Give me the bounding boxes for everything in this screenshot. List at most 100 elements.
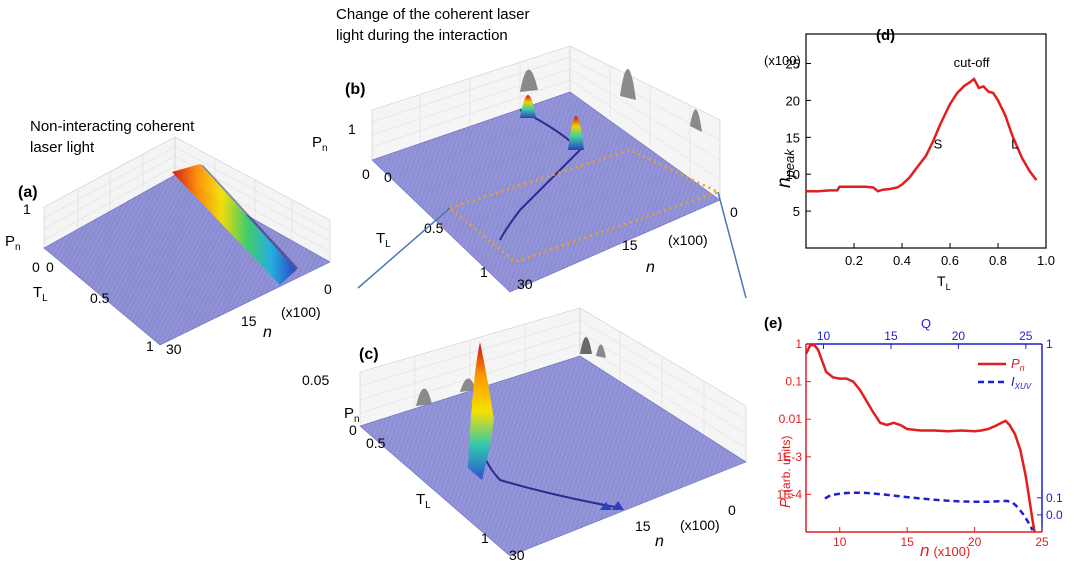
panel-a-y-label: TL [33,284,48,304]
panel-b-to-c-left [357,207,451,289]
panel-d-annotation-cutoff: cut-off [954,55,990,70]
panel-b-y-tick-05: 0.5 [424,220,444,236]
panel-d-series-line [806,77,1038,193]
panel-a-x-label: n [263,324,272,341]
panel-e-x-tick-label: 10 [833,535,847,549]
panel-e-x-label: n (x100) [920,541,970,560]
panel-b-y-tick-0: 0 [384,169,392,185]
panel-a-floor-surface [43,174,331,346]
panel-a-y-tick-1: 1 [146,338,154,354]
panel-c-z-label: Pn [344,405,360,425]
panel-d-x-tick-label: 1.0 [1037,253,1055,268]
panel-d-x-tick-label: 0.6 [941,253,959,268]
panel-d-x-label: TL [937,273,951,292]
panel-d-y-tick-label: 15 [786,130,800,145]
panel-d-y-tick-label: 5 [793,204,800,219]
panel-d-y-label: npeak [774,148,797,188]
panel-a-y-tick-05: 0.5 [90,290,110,306]
top-caption-line2: light during the interaction [336,27,508,44]
panel-c-z-tick-005: 0.05 [302,372,329,388]
panel-b-y-tick-1: 1 [480,264,488,280]
panel-a-y-tick-0: 0 [46,259,54,275]
panel-d-y-tick-label: 10 [786,167,800,182]
panel-b-z-label: Pn [312,134,328,154]
panel-e-x-tick-label: 15 [900,535,914,549]
panel-a-surface-plot: 1 0 0 0.5 1 0 15 30 (x100) n Pn TL (a) [5,136,332,357]
panel-e-series-pn [804,343,1036,533]
panel-b-x-multiplier: (x100) [668,232,708,248]
panel-e-y-tick-label: 1E-4 [777,487,803,501]
panel-c-y-tick-1: 1 [481,530,489,546]
left-caption-line2: laser light [30,139,95,156]
panel-e-legend-pn: Pn [1011,356,1025,373]
panel-a-x-tick-15: 15 [241,313,257,329]
panel-b-selection-box [447,148,722,264]
panel-a-rainbow-ridge [172,164,296,285]
panel-e-y2-tick-label: 0.1 [1046,491,1063,505]
panel-d-annotation-l: L [1011,136,1018,151]
panel-b-x-tick-15: 15 [622,237,638,253]
panel-c-x-tick-0: 0 [728,502,736,518]
panel-c-x-label: n [655,533,664,550]
panel-b-to-c-right [717,191,747,299]
panel-a-x-multiplier: (x100) [281,304,321,320]
panel-e-label: (e) [764,315,782,332]
panel-b-z-tick-0: 0 [362,166,370,182]
panel-e-y-tick-label: 1 [795,337,802,351]
panel-e-x-tick-label: 25 [1035,535,1049,549]
panel-c-peak [468,342,494,480]
panel-b-surface-plot: 1 0 0 0.5 1 0 15 30 (x100) n Pn TL (b) [312,45,747,299]
panel-e-top-tick-label: 20 [952,329,966,343]
panel-e-top-tick-label: 25 [1019,329,1033,343]
panel-e-y-tick-label: 0.01 [779,412,803,426]
panel-b-z-tick-1: 1 [348,121,356,137]
panel-d-annotation-s: S [934,136,943,151]
panel-a-x-tick-30: 30 [166,341,182,357]
panel-c-x-multiplier: (x100) [680,517,720,533]
panel-c-floor-surface [359,355,747,557]
panel-e-y-label: Pn(arb. units) [777,436,795,508]
panel-b-label: (b) [345,81,365,98]
panel-d-y-multiplier: (x100) [764,53,801,68]
panel-a-z-label: Pn [5,233,21,253]
panel-b-y-label: TL [376,230,391,250]
panel-c-z-tick-0: 0 [349,422,357,438]
panel-c-x-tick-15: 15 [635,518,651,534]
panel-e-y2-tick-label: 0.0 [1046,508,1063,522]
panel-b-x-tick-30: 30 [517,276,533,292]
panel-a-z-tick-0: 0 [32,259,40,275]
panel-c-x-tick-30: 30 [509,547,525,562]
panel-e-line-chart: (e) Q Pn(arb. units) n (x100) 10 15 20 25 10 1… [764,315,1063,560]
panel-d-x-tick-label: 0.8 [989,253,1007,268]
panel-c-label: (c) [359,346,379,363]
panel-c-y-tick-05: 0.5 [366,435,386,451]
top-caption-line1: Change of the coherent laser [336,6,530,23]
panel-e-top-tick-label: 15 [884,329,898,343]
panel-e-legend-ixuv: IXUV [1011,374,1032,391]
panel-e-x-tick-label: 20 [968,535,982,549]
panel-d-y-tick-label: 20 [786,93,800,108]
panel-d-frame [805,33,1047,249]
panel-e-y-tick-label: 0.1 [785,375,802,389]
panel-b-x-tick-0: 0 [730,204,738,220]
panel-e-series-ixuv [824,491,1034,531]
panel-b-ridge [499,109,582,241]
panel-d-x-tick-label: 0.4 [893,253,911,268]
panel-d-label: (d) [876,27,895,44]
panel-b-x-label: n [646,259,655,276]
panel-e-y2-tick-label: 1 [1046,337,1053,351]
panel-e-top-x-label: Q [921,316,931,331]
panel-e-y-tick-label: 1E-3 [777,450,803,464]
panel-d-line-chart: (d) (x100) npeak TL 0.2 0.4 0.6 0.8 1.0 5 10 15… [764,27,1055,292]
left-caption-line1: Non-interacting coherent [30,118,195,135]
panel-b-peak-2 [568,116,584,150]
panel-b-peak-1 [520,95,536,118]
panel-a-z-tick-1: 1 [23,201,31,217]
panel-c-surface-plot: 0.05 0 0.5 1 0 15 30 (x100) n Pn TL (c) [302,307,747,562]
panel-a-x-tick-0: 0 [324,281,332,297]
panel-e-top-tick-label: 10 [817,329,831,343]
panel-c-y-label: TL [416,491,431,511]
panel-d-y-tick-label: 25 [786,57,800,72]
panel-a-label: (a) [18,184,38,201]
panel-d-x-tick-label: 0.2 [845,253,863,268]
